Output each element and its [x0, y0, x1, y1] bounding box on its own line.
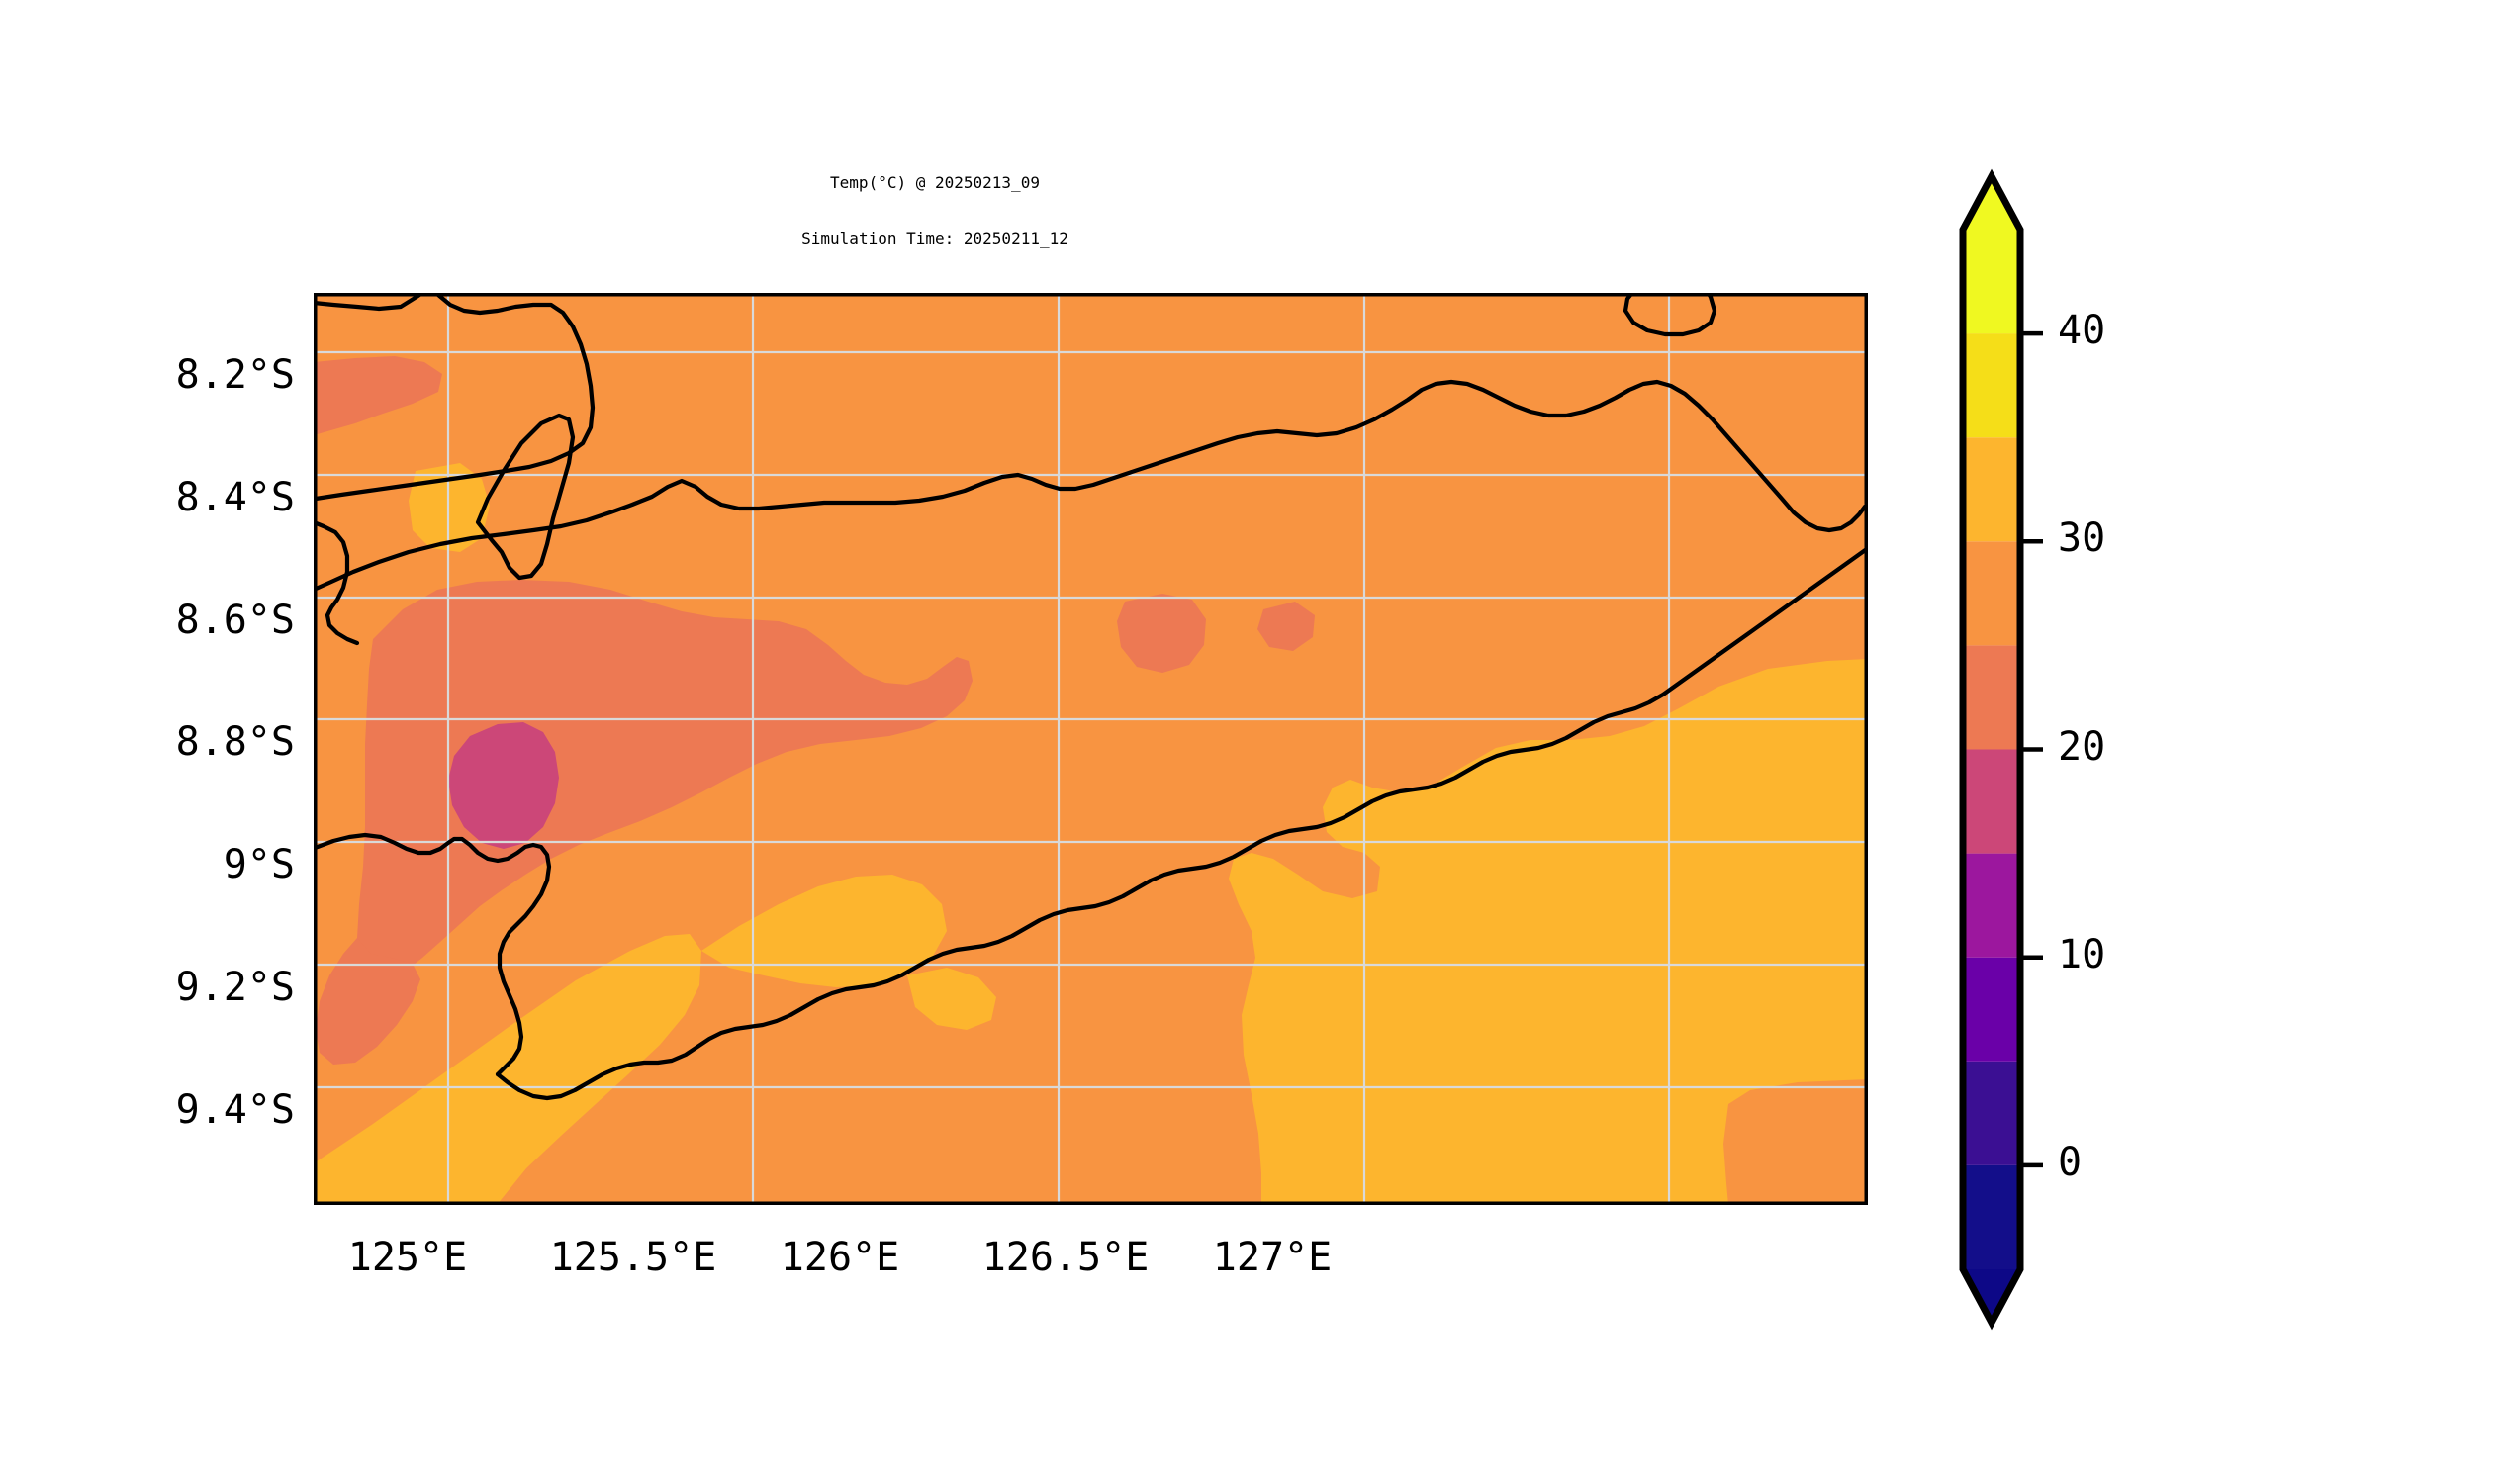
colorbar-tick-label: 0	[2058, 1139, 2083, 1185]
coastline-island-north	[475, 413, 576, 581]
colorbar-band	[1963, 333, 2020, 438]
x-tick-label: 126°E	[780, 1235, 900, 1280]
x-tick-label: 126.5°E	[981, 1235, 1150, 1280]
colorbar-tick-label: 30	[2058, 515, 2106, 562]
y-axis-tick-labels: 8.2°S 8.4°S 8.6°S 8.8°S 9°S 9.2°S 9.4°S	[0, 0, 295, 1484]
colorbar-band	[1963, 1061, 2020, 1165]
contour-band-30-35-wedge	[907, 968, 996, 1030]
x-tick-label: 127°E	[1212, 1235, 1333, 1280]
contour-band-15-20-core	[448, 722, 559, 849]
colorbar-band	[1963, 541, 2020, 646]
contour-band-30-35-southwest	[314, 934, 701, 1205]
colorbar-band	[1963, 957, 2020, 1062]
colorbar-over-arrow	[1963, 176, 2020, 230]
colorbar-outline	[1959, 168, 2024, 1331]
colorbar: 0 10 20 30 40	[1939, 158, 2236, 1345]
colorbar-svg	[1959, 168, 2043, 1331]
y-tick-label: 9.4°S	[175, 1087, 295, 1133]
contour-band-20-25-central-ridge	[357, 580, 973, 979]
coastline-layer	[314, 293, 1868, 1101]
coastline-south-main	[495, 545, 1868, 1101]
colorbar-tick-label: 10	[2058, 931, 2106, 977]
contour-band-30-35-mid-lobe	[701, 875, 947, 987]
x-tick-label: 125.5°E	[549, 1235, 717, 1280]
colorbar-tick-label: 20	[2058, 723, 2106, 770]
colorbar-band	[1963, 645, 2020, 750]
y-tick-label: 8.6°S	[175, 598, 295, 643]
map-gridlines	[314, 293, 1868, 1205]
coastline-island-northeast	[1623, 293, 1717, 337]
chart-subtitle: Simulation Time: 20250211_12	[801, 230, 1068, 248]
contour-band-20-25-patch-a	[1117, 594, 1206, 673]
coastline-north-main	[314, 379, 1868, 593]
y-tick-label: 8.4°S	[175, 475, 295, 520]
contour-band-20-25-southwest-tail	[316, 938, 420, 1065]
coastline-northwest	[314, 293, 596, 502]
colorbar-band	[1963, 853, 2020, 958]
y-tick-label: 8.8°S	[175, 719, 295, 765]
y-tick-label: 9°S	[223, 842, 295, 887]
colorbar-band	[1963, 437, 2020, 542]
colorbar-bands	[1963, 230, 2020, 1269]
y-tick-label: 8.2°S	[175, 352, 295, 398]
contour-band-20-25-northwest	[314, 356, 442, 435]
map-plot-area	[314, 293, 1868, 1205]
contour-map	[314, 293, 1868, 1205]
colorbar-tick-label: 40	[2058, 308, 2106, 354]
contour-band-25-30-right-notch	[1723, 1079, 1868, 1205]
page-title: Temp(°C) @ 20250213_09	[830, 173, 1040, 192]
y-tick-label: 9.2°S	[175, 965, 295, 1010]
colorbar-band	[1963, 230, 2020, 334]
colorbar-band	[1963, 1164, 2020, 1269]
coastline-southwest	[314, 832, 552, 1077]
colorbar-band	[1963, 749, 2020, 854]
x-tick-label: 125°E	[347, 1235, 468, 1280]
colorbar-ticks	[2020, 330, 2043, 1168]
contour-band-20-25-patch-b	[1257, 602, 1315, 651]
colorbar-under-arrow	[1963, 1269, 2020, 1323]
